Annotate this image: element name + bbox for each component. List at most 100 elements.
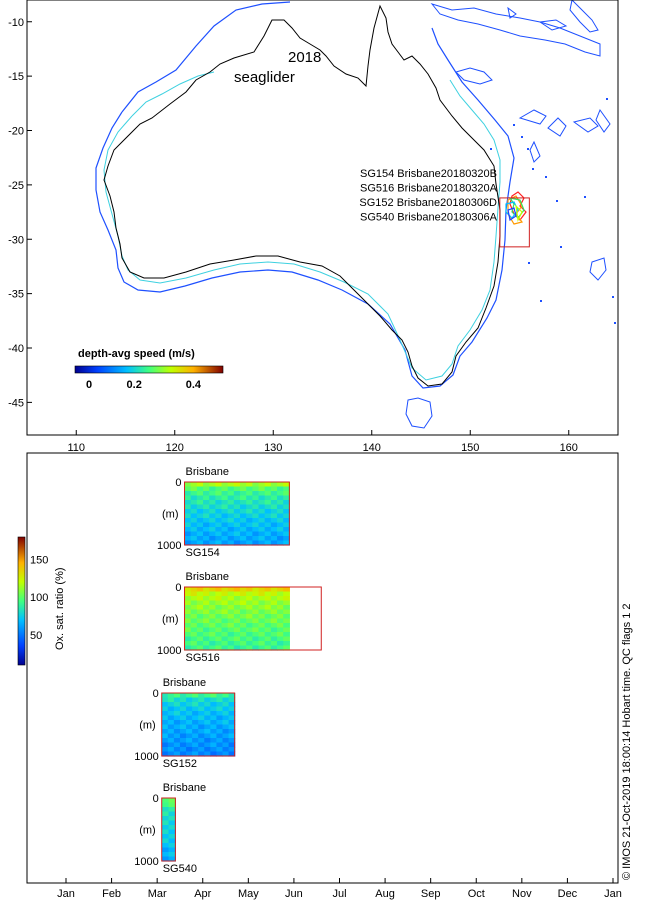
section-cell: [190, 500, 198, 506]
section-cell: [190, 623, 198, 629]
section-cell: [215, 632, 223, 638]
section-cell: [161, 693, 169, 699]
section-cell: [283, 540, 290, 546]
section-cell: [270, 614, 278, 620]
section-cell: [277, 509, 284, 515]
section-cell: [233, 596, 241, 602]
section-cell: [210, 733, 218, 739]
section-cell: [283, 605, 290, 611]
section-cell: [184, 641, 192, 647]
section-cell: [184, 491, 192, 497]
mission-region-box: [499, 197, 530, 248]
section-cell: [190, 614, 198, 620]
section-cell: [222, 751, 230, 757]
section-cell: [246, 627, 253, 633]
section-cell: [264, 641, 272, 647]
section-cell: [209, 495, 216, 501]
reef-dots: [490, 98, 616, 324]
section-cell: [240, 587, 247, 593]
section-cell: [277, 531, 284, 537]
section-cell: [168, 829, 176, 835]
section-cell: [233, 482, 241, 488]
section-cell: [258, 482, 266, 488]
section-cell: [221, 531, 229, 537]
section-cell: [264, 491, 272, 497]
map-x-tick-label: 110: [67, 442, 85, 454]
section-cell: [190, 591, 198, 597]
section-cell: [215, 609, 223, 615]
section-cell: [227, 614, 235, 620]
section-cell: [233, 509, 241, 515]
section-cell: [283, 641, 290, 647]
section-cell: [264, 605, 272, 611]
section-cell: [198, 724, 205, 730]
section-cell: [240, 531, 247, 537]
section-cell: [184, 486, 192, 492]
section-cell: [233, 632, 241, 638]
map-x-axis: 110 120 130 140 150 160: [67, 430, 578, 454]
section-cell: [192, 715, 199, 721]
section-cell: [190, 486, 198, 492]
section-cell: [246, 536, 253, 542]
section-cell: [221, 486, 229, 492]
section-cell: [196, 596, 204, 602]
section-cell: [204, 738, 211, 744]
section-cell: [173, 693, 181, 699]
section-cell: [283, 482, 290, 488]
section-cell: [264, 600, 272, 606]
section-cell: [215, 527, 223, 533]
section-cell: [204, 747, 211, 753]
section-cell: [192, 751, 199, 757]
section-cell: [184, 591, 192, 597]
section-cell: [198, 720, 205, 726]
section-cell: [221, 645, 229, 651]
section-cell: [270, 627, 278, 633]
section-cell: [215, 605, 223, 611]
section-cell: [258, 600, 266, 606]
section-cell: [227, 596, 235, 602]
section-cell: [222, 693, 230, 699]
section-cell: [186, 702, 193, 708]
section-cell: [233, 591, 241, 597]
glider-section-panels: Brisbane SG154 0 1000 (m) Brisbane SG516 0 1000 (…: [134, 466, 322, 875]
section-cell: [252, 486, 260, 492]
section-cell: [227, 504, 235, 510]
section-cell: [161, 838, 170, 844]
map-y-tick-label: -35: [8, 289, 24, 301]
section-cell: [246, 636, 253, 642]
section-cell: [203, 522, 210, 528]
section-cell: [258, 636, 266, 642]
section-cell: [203, 641, 210, 647]
section-cell: [215, 486, 223, 492]
section-cell: [277, 645, 284, 651]
section-cell: [228, 706, 236, 712]
mission-label: SG516 Brisbane20180320A: [360, 183, 498, 195]
section-cell: [198, 693, 205, 699]
section-cell: [270, 618, 278, 624]
section-cell: [246, 623, 253, 629]
section-cell: [184, 645, 192, 651]
panel-depth-bottom: 1000: [157, 540, 181, 552]
section-cell: [209, 531, 216, 537]
section-cell: [252, 504, 260, 510]
section-cell: [252, 482, 260, 488]
section-cell: [215, 513, 223, 519]
section-cell: [252, 500, 260, 506]
section-cell: [161, 811, 170, 817]
section-cell: [258, 618, 266, 624]
section-cell: [179, 693, 187, 699]
section-cell: [258, 491, 266, 497]
section-cell: [209, 609, 216, 615]
section-cell: [264, 614, 272, 620]
section-cell: [209, 536, 216, 542]
section-cell: [215, 641, 223, 647]
section-cell: [161, 834, 170, 840]
tasmania: [405, 397, 433, 429]
section-cell: [192, 724, 199, 730]
section-cell: [216, 702, 224, 708]
section-cell: [233, 495, 241, 501]
section-cell: [277, 513, 284, 519]
section-cell: [258, 531, 266, 537]
section-cell: [198, 738, 205, 744]
section-cell: [221, 641, 229, 647]
